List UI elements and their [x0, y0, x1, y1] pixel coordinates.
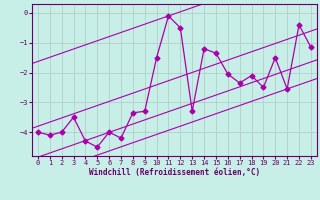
X-axis label: Windchill (Refroidissement éolien,°C): Windchill (Refroidissement éolien,°C): [89, 168, 260, 177]
